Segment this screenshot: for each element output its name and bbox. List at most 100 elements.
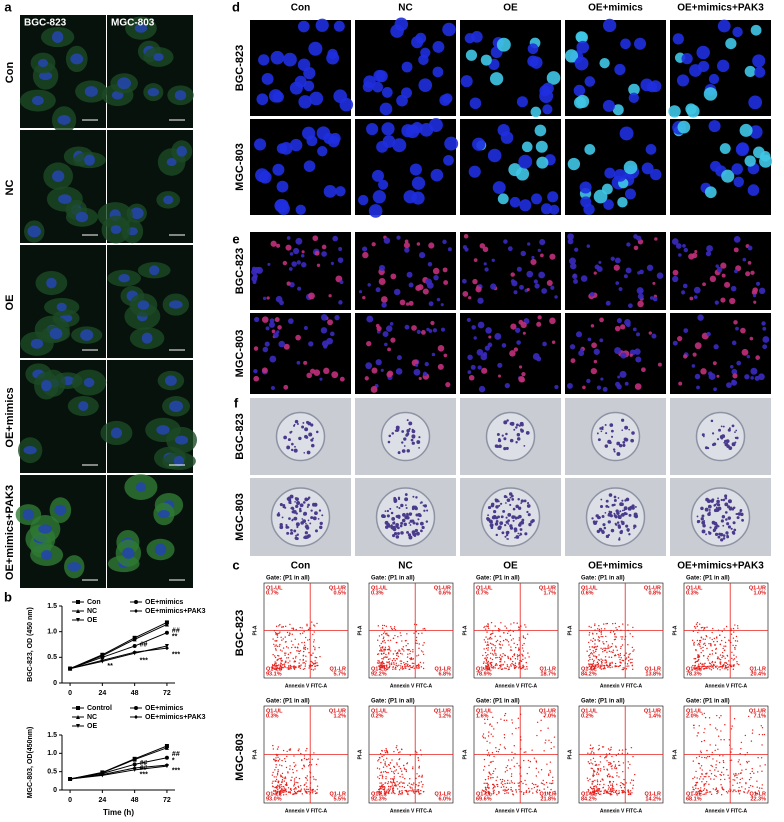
event [418, 793, 420, 795]
colony [283, 435, 287, 440]
event [289, 623, 291, 626]
event [509, 649, 512, 651]
event [274, 661, 276, 663]
event [720, 730, 722, 732]
event [751, 732, 754, 734]
event [603, 649, 606, 652]
nucleus [110, 427, 123, 439]
event [284, 636, 286, 638]
colony [714, 532, 719, 537]
event [293, 790, 296, 793]
nucleus [487, 148, 502, 163]
event [726, 655, 729, 657]
event [393, 765, 395, 768]
event [552, 782, 554, 784]
colony [401, 441, 404, 444]
event [535, 761, 538, 763]
colony [610, 528, 615, 533]
colony [397, 497, 401, 501]
nucleus [137, 300, 150, 310]
colony [294, 445, 296, 448]
nucleus [624, 188, 636, 200]
event [416, 642, 418, 645]
event [601, 664, 603, 666]
colony [397, 451, 401, 455]
event [711, 649, 713, 652]
nucleus [744, 374, 750, 380]
event [304, 663, 307, 665]
event [588, 654, 591, 656]
event [400, 793, 402, 795]
event [701, 769, 703, 771]
colony [501, 434, 504, 437]
nucleus [415, 363, 419, 367]
event [603, 783, 605, 786]
event [291, 666, 293, 668]
significance: ** [172, 634, 178, 641]
event [392, 780, 395, 782]
event [514, 646, 517, 649]
event [722, 655, 725, 657]
event [695, 781, 697, 784]
event [295, 666, 297, 668]
event [629, 662, 632, 664]
event [294, 638, 296, 640]
colony [736, 436, 739, 440]
nucleus [328, 294, 332, 298]
event [278, 787, 281, 789]
colony [625, 524, 629, 528]
x-tick-label: 24 [98, 797, 106, 804]
event [697, 644, 699, 646]
event [615, 665, 617, 667]
colony [613, 512, 616, 515]
nucleus [634, 348, 641, 355]
event [491, 661, 493, 664]
colony [295, 504, 299, 508]
colony [722, 524, 725, 527]
event [591, 668, 593, 670]
event [275, 780, 277, 782]
event [388, 666, 391, 668]
event [498, 664, 501, 667]
event [614, 767, 616, 769]
colony [724, 442, 729, 447]
significance: ## [140, 641, 148, 648]
colony [707, 504, 712, 509]
event [549, 782, 551, 784]
event [287, 667, 290, 669]
event [502, 663, 504, 666]
event [528, 790, 531, 792]
event [274, 665, 276, 667]
colony [617, 515, 622, 520]
event [499, 635, 501, 638]
event [705, 791, 707, 794]
event [383, 652, 385, 654]
event [483, 758, 486, 761]
column-label: OE [503, 561, 518, 572]
colony [395, 535, 400, 539]
nucleus [396, 235, 401, 240]
event [284, 666, 286, 668]
event [518, 649, 520, 651]
event [304, 667, 306, 670]
colony [625, 512, 628, 516]
nucleus [676, 74, 690, 87]
colony [630, 438, 635, 443]
colony [731, 442, 736, 447]
nucleus [614, 325, 621, 332]
event [632, 635, 634, 638]
event [308, 758, 310, 760]
event [614, 764, 617, 766]
event [623, 667, 626, 669]
colony [631, 431, 635, 435]
quadrant-percent: 0.2% [581, 713, 594, 719]
nucleus [567, 157, 581, 171]
event [703, 756, 706, 759]
event [723, 663, 725, 666]
nucleus [751, 289, 758, 296]
colony [620, 529, 623, 533]
colony [319, 521, 323, 526]
event [379, 785, 381, 788]
event [306, 785, 308, 788]
nucleus [327, 135, 340, 148]
